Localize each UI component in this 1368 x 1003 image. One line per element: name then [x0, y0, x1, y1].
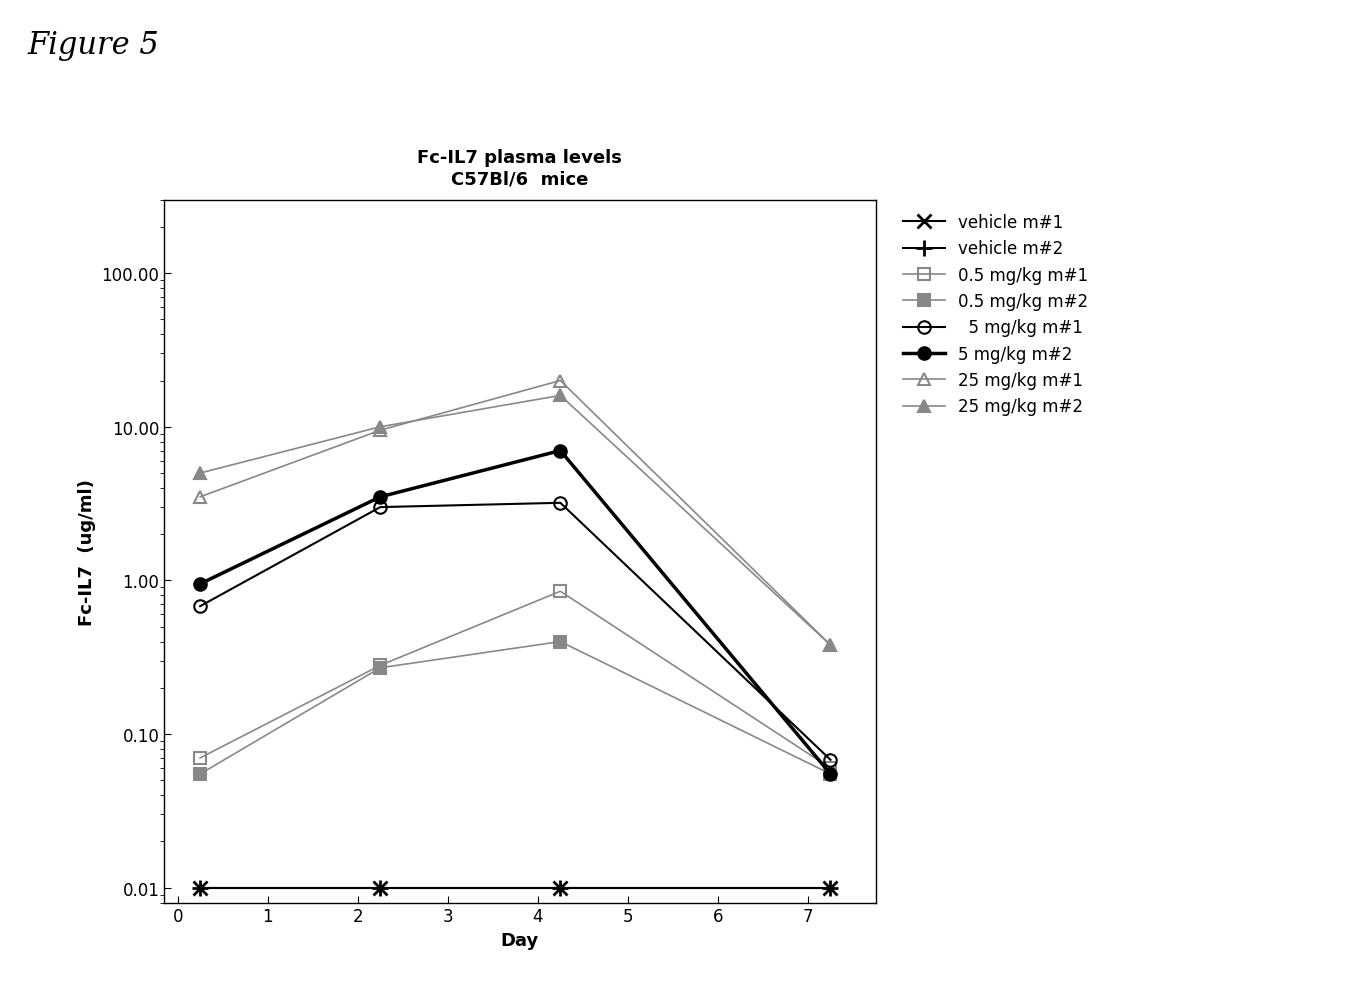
- vehicle m#1: [192, 882, 208, 894]
- Legend: vehicle m#1, vehicle m#2, 0.5 mg/kg m#1, 0.5 mg/kg m#2,   5 mg/kg m#1, 5 mg/kg m: vehicle m#1, vehicle m#2, 0.5 mg/kg m#1,…: [897, 209, 1093, 421]
- 0.5 mg/kg m#2: [553, 636, 569, 648]
- vehicle m#2: [372, 882, 389, 894]
- vehicle m#2: [192, 882, 208, 894]
- Line: 0.5 mg/kg m#1: 0.5 mg/kg m#1: [194, 586, 837, 774]
- vehicle m#1: [553, 882, 569, 894]
- 25 mg/kg m#2: [822, 639, 839, 651]
- 25 mg/kg m#2: [192, 467, 208, 479]
- 5 mg/kg m#2: [822, 768, 839, 780]
- 25 mg/kg m#1: [192, 491, 208, 504]
- vehicle m#1: [822, 882, 839, 894]
- Text: Figure 5: Figure 5: [27, 30, 159, 61]
- 25 mg/kg m#2: [372, 421, 389, 433]
- 5 mg/kg m#2: [372, 491, 389, 504]
- Line: vehicle m#2: vehicle m#2: [192, 880, 839, 896]
- Line: 0.5 mg/kg m#2: 0.5 mg/kg m#2: [194, 636, 837, 780]
- 25 mg/kg m#1: [822, 639, 839, 651]
-   5 mg/kg m#1: [553, 497, 569, 510]
- 25 mg/kg m#1: [553, 375, 569, 387]
- Line: vehicle m#1: vehicle m#1: [193, 881, 837, 895]
- Title: Fc-IL7 plasma levels
C57Bl/6  mice: Fc-IL7 plasma levels C57Bl/6 mice: [417, 149, 622, 188]
- 0.5 mg/kg m#1: [822, 762, 839, 774]
- X-axis label: Day: Day: [501, 931, 539, 949]
- Y-axis label: Fc-IL7  (ug/ml): Fc-IL7 (ug/ml): [78, 478, 96, 625]
- 5 mg/kg m#2: [553, 445, 569, 457]
- 0.5 mg/kg m#1: [192, 752, 208, 764]
- 0.5 mg/kg m#1: [553, 586, 569, 598]
- Line: 5 mg/kg m#2: 5 mg/kg m#2: [194, 445, 837, 780]
- 0.5 mg/kg m#1: [372, 660, 389, 672]
-   5 mg/kg m#1: [822, 754, 839, 766]
-   5 mg/kg m#1: [372, 502, 389, 514]
- 0.5 mg/kg m#2: [822, 768, 839, 780]
- 5 mg/kg m#2: [192, 579, 208, 591]
- vehicle m#1: [372, 882, 389, 894]
- 0.5 mg/kg m#2: [372, 662, 389, 674]
- vehicle m#2: [553, 882, 569, 894]
- Line: 25 mg/kg m#1: 25 mg/kg m#1: [194, 375, 837, 652]
- 25 mg/kg m#2: [553, 390, 569, 402]
- 0.5 mg/kg m#2: [192, 768, 208, 780]
- Line:   5 mg/kg m#1: 5 mg/kg m#1: [194, 497, 837, 766]
-   5 mg/kg m#1: [192, 601, 208, 613]
- 25 mg/kg m#1: [372, 424, 389, 436]
- vehicle m#2: [822, 882, 839, 894]
- Line: 25 mg/kg m#2: 25 mg/kg m#2: [194, 390, 837, 652]
